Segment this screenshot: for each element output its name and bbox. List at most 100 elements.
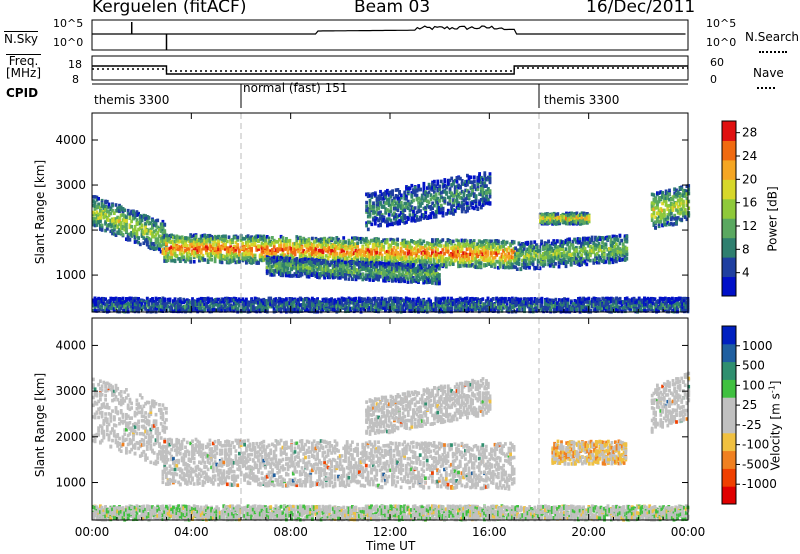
- scatter-cell: [497, 245, 500, 250]
- scatter-cell: [304, 268, 307, 272]
- scatter-cell: [224, 247, 227, 251]
- scatter-cell: [363, 262, 366, 267]
- scatter-cell: [260, 237, 264, 241]
- scatter-cell: [479, 198, 483, 202]
- scatter-cell: [443, 199, 447, 204]
- scatter-cell: [609, 245, 613, 249]
- scatter-cell: [312, 268, 316, 273]
- scatter-cell: [406, 259, 410, 264]
- scatter-cell: [375, 263, 379, 267]
- scatter-cell: [366, 254, 370, 259]
- scatter-cell: [300, 262, 304, 266]
- scatter-cell: [126, 234, 130, 239]
- scatter-cell: [321, 267, 325, 271]
- scatter-cell: [290, 250, 293, 255]
- scatter-cell: [182, 255, 186, 259]
- scatter-cell: [338, 244, 342, 249]
- scatter-cell: [198, 242, 201, 246]
- scatter-cell: [441, 257, 445, 262]
- scatter-cell: [481, 248, 485, 253]
- scatter-cell: [404, 260, 408, 264]
- scatter-cell: [425, 241, 429, 245]
- scatter-cell: [285, 273, 288, 278]
- scatter-cell: [269, 243, 273, 247]
- scatter-cell: [466, 203, 469, 208]
- scatter-cell: [415, 266, 419, 271]
- scatter-cell: [458, 260, 462, 264]
- scatter-cell: [279, 257, 283, 262]
- scatter-cell: [474, 254, 478, 259]
- scatter-cell: [467, 175, 471, 179]
- scatter-cell: [509, 262, 512, 266]
- scatter-cell: [389, 261, 393, 265]
- scatter-cell: [372, 192, 375, 196]
- scatter-cell: [471, 188, 474, 193]
- scatter-cell: [342, 263, 346, 268]
- scatter-cell: [578, 245, 582, 250]
- scatter-cell: [373, 222, 377, 226]
- scatter-cell: [472, 249, 476, 253]
- scatter-cell: [326, 247, 330, 251]
- scatter-cell: [175, 239, 179, 243]
- scatter-cell: [180, 252, 184, 257]
- scatter-cell: [425, 253, 429, 257]
- scatter-cell: [417, 274, 420, 278]
- scatter-cell: [393, 204, 396, 208]
- scatter-cell: [359, 236, 363, 241]
- scatter-cell: [606, 248, 610, 252]
- scatter-cell: [382, 273, 386, 278]
- scatter-cell: [359, 248, 363, 252]
- scatter-cell: [229, 245, 233, 249]
- scatter-cell: [394, 256, 398, 260]
- scatter-cell: [410, 200, 414, 204]
- scatter-cell: [384, 276, 387, 281]
- scatter-cell: [413, 193, 417, 197]
- scatter-cell: [208, 239, 212, 244]
- scatter-cell: [309, 273, 313, 277]
- scatter-cell: [467, 193, 471, 197]
- scatter-cell: [307, 258, 311, 262]
- scatter-cell: [163, 247, 167, 251]
- scatter-cell: [149, 227, 153, 232]
- scatter-cell: [391, 251, 394, 255]
- scatter-cell: [608, 235, 611, 239]
- scatter-cell: [145, 216, 149, 221]
- freq-left-tick-high: 18: [68, 58, 82, 71]
- scatter-cell: [408, 265, 412, 270]
- scatter-cell: [515, 261, 519, 265]
- scatter-cell: [337, 263, 340, 268]
- scatter-cell: [323, 260, 326, 265]
- scatter-cell: [462, 198, 466, 203]
- scatter-cell: [112, 211, 116, 215]
- scatter-cell: [152, 220, 156, 225]
- scatter-cell: [272, 270, 276, 275]
- scatter-cell: [517, 241, 521, 245]
- freq-right-tick-high: 60: [710, 56, 724, 69]
- scatter-cell: [250, 248, 253, 253]
- scatter-cell: [220, 246, 224, 250]
- scatter-cell: [495, 251, 499, 256]
- scatter-cell: [359, 263, 363, 267]
- scatter-cell: [232, 244, 236, 249]
- scatter-cell: [105, 217, 109, 221]
- scatter-cell: [215, 250, 219, 254]
- scatter-cell: [528, 254, 531, 259]
- scatter-cell: [500, 254, 504, 259]
- scatter-cell: [288, 262, 292, 267]
- scatter-cell: [406, 244, 410, 249]
- scatter-cell: [274, 255, 278, 260]
- scatter-cell: [246, 258, 250, 263]
- scatter-cell: [324, 268, 328, 273]
- scatter-cell: [246, 238, 250, 243]
- scatter-cell: [352, 258, 356, 263]
- scatter-cell: [93, 217, 97, 221]
- scatter-cell: [133, 232, 137, 236]
- scatter-cell: [267, 269, 271, 274]
- scatter-cell: [231, 238, 234, 242]
- scatter-cell: [161, 228, 165, 232]
- scatter-cell: [410, 269, 413, 273]
- scatter-cell: [495, 246, 499, 251]
- scatter-cell: [507, 251, 511, 256]
- scatter-cell: [293, 261, 297, 265]
- scatter-cell: [406, 191, 410, 196]
